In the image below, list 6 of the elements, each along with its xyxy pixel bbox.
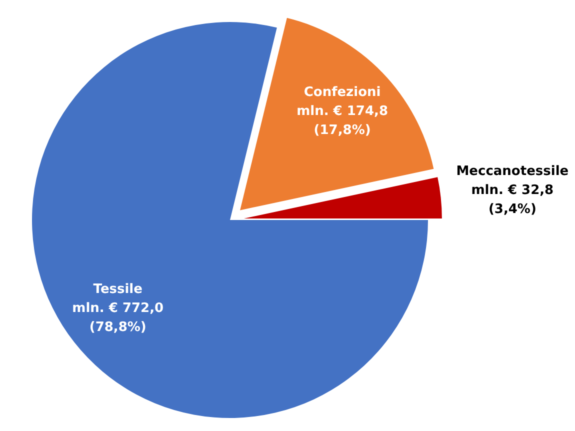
data-label: mln. € 174,8 (17,8%) — [296, 103, 388, 138]
slice-label: Confezioni — [304, 84, 381, 100]
data-label: mln. € 32,8 (3,4%) — [471, 182, 554, 217]
slice-label: Meccanotessile — [456, 164, 569, 179]
data-label: mln. € 772,0 (78,8%) — [72, 300, 164, 335]
slice-label: Tessile — [93, 282, 143, 297]
